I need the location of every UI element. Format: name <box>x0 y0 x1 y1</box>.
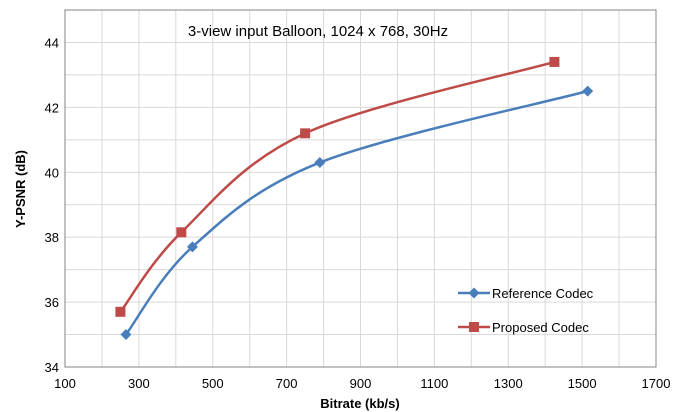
tick-labels: 100 300 500 700 900 1100 1300 1500 1700 34 36 38 40 4… <box>45 35 671 391</box>
proposed-codec-point <box>115 306 126 317</box>
plot-area-border <box>64 9 657 368</box>
y-tick-label: 38 <box>45 230 59 245</box>
reference-codec-point <box>582 85 594 97</box>
x-tick-label: 300 <box>128 376 150 391</box>
legend-label-proposed-codec: Proposed Codec <box>492 320 589 335</box>
proposed-codec-point <box>300 128 311 139</box>
x-tick-label: 1700 <box>642 376 671 391</box>
legend-marker-reference-codec <box>468 287 480 299</box>
reference-codec-line <box>124 89 588 336</box>
x-tick-label: 1300 <box>494 376 523 391</box>
series-lines <box>119 60 588 336</box>
reference-codec-point <box>186 241 198 253</box>
x-tick-label: 1500 <box>568 376 597 391</box>
x-tick-label: 700 <box>276 376 298 391</box>
reference-codec-point <box>120 329 132 341</box>
proposed-codec-point <box>176 227 187 238</box>
legend-marker-proposed-codec <box>469 322 479 332</box>
x-axis-title: Bitrate (kb/s) <box>320 396 399 411</box>
x-tick-label: 100 <box>54 376 76 391</box>
proposed-codec-point <box>549 56 560 67</box>
y-axis-title: Y-PSNR (dB) <box>13 150 28 228</box>
chart-title: 3-view input Balloon, 1024 x 768, 30Hz <box>188 23 448 40</box>
y-tick-label: 36 <box>45 295 59 310</box>
series-markers <box>115 56 594 341</box>
y-tick-label: 44 <box>45 35 59 50</box>
legend-label-reference-codec: Reference Codec <box>492 286 594 301</box>
x-tick-label: 1100 <box>420 376 448 391</box>
x-tick-label: 500 <box>202 376 224 391</box>
y-tick-label: 42 <box>45 100 59 115</box>
proposed-codec-line <box>119 60 555 313</box>
y-tick-label: 40 <box>45 165 59 180</box>
reference-codec-point <box>314 157 326 169</box>
x-tick-label: 900 <box>350 376 372 391</box>
legend: Reference Codec Proposed Codec <box>458 286 594 335</box>
y-tick-label: 34 <box>45 360 59 375</box>
